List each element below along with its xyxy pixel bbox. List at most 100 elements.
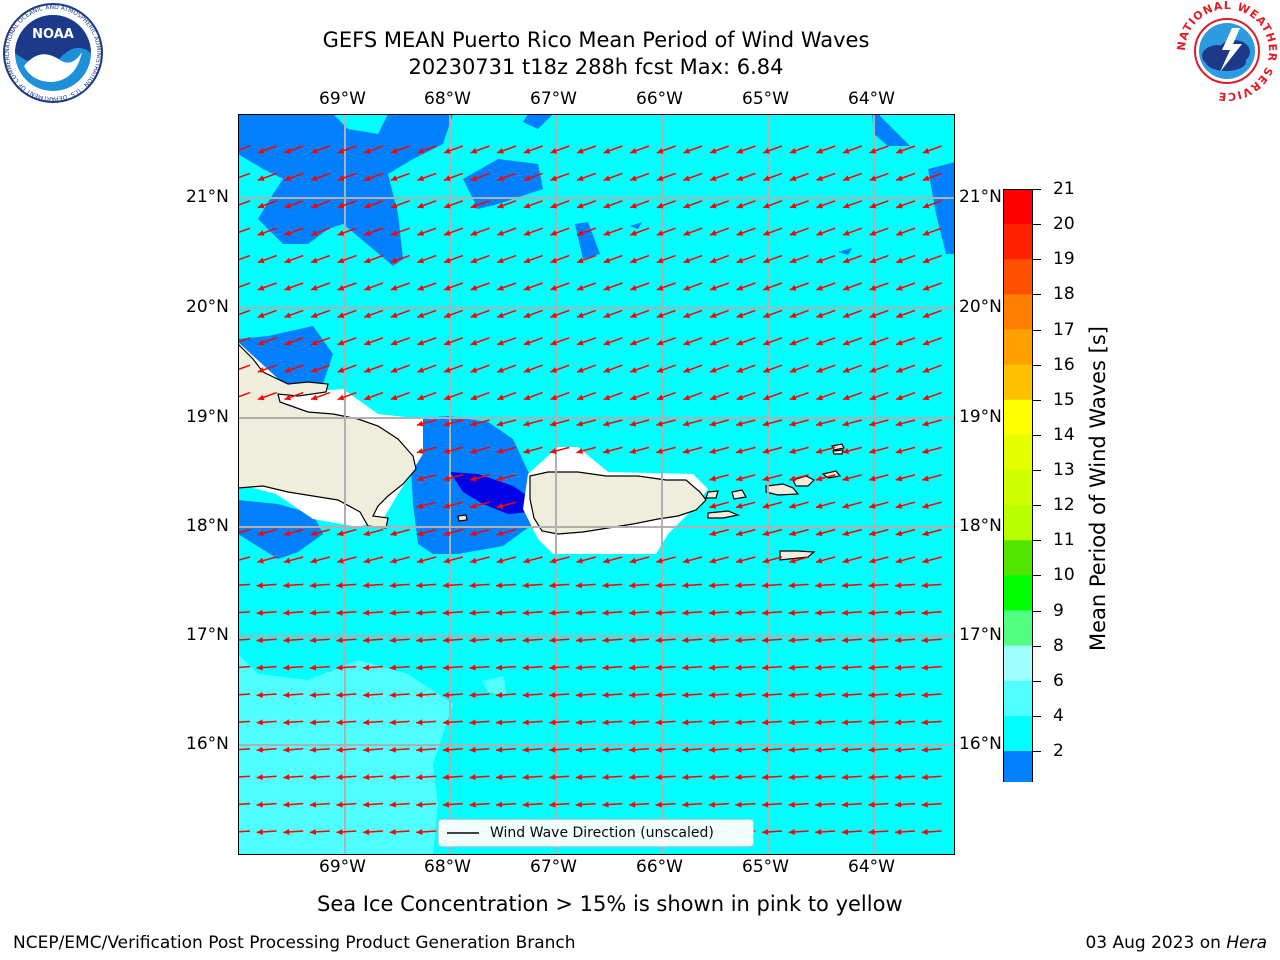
wind-arrow [656,309,676,319]
wind-arrow [390,391,410,401]
wind-arrow [363,227,384,236]
wind-arrow [762,419,783,427]
wind-arrow [788,719,809,726]
wind-arrow [788,801,809,808]
wind-arrow [841,746,862,753]
wind-arrow [469,746,490,753]
wind-arrow [602,691,623,698]
wind-arrow [549,691,570,698]
wind-arrow [789,474,809,482]
wind-arrow [576,337,597,346]
wind-arrow [363,391,384,401]
colorbar-segment [1003,751,1033,787]
nws-logo: NATIONAL WEATHER SERVICE [1175,0,1278,103]
map-plot[interactable] [238,114,955,855]
wind-arrow [656,282,676,291]
wind-arrow [336,528,357,537]
wind-arrow [816,200,836,209]
wind-arrow [257,227,277,236]
wind-arrow [682,419,703,427]
wind-arrow [417,391,437,401]
wind-arrow [868,637,889,644]
wind-arrow [762,282,783,291]
wind-arrow [238,556,251,561]
wind-arrow [735,664,756,671]
wind-arrow [735,582,756,589]
wind-arrow [816,337,836,346]
wind-arrow [416,582,437,589]
wind-arrow [921,828,942,835]
wind-arrow [284,200,304,209]
wind-arrow [390,364,410,373]
wind-arrow [416,774,437,781]
wind-arrow [655,582,676,589]
wind-arrow [443,337,464,346]
wind-arrow [761,801,783,808]
wind-arrow [869,364,889,373]
colorbar-tick [1033,470,1041,471]
wind-arrow [682,691,703,698]
wind-arrow [336,801,357,808]
wind-arrow [922,337,942,346]
wind-arrow [549,419,570,427]
wind-arrow [869,282,889,291]
wind-arrow [629,364,650,373]
wind-arrow [283,746,304,753]
wind-arrow [390,172,410,182]
wind-arrow [284,254,304,264]
wind-arrow [549,774,570,781]
wind-arrow [603,364,623,373]
wind-arrow [869,172,889,182]
wind-arrow [921,801,942,808]
wind-arrow [238,748,251,751]
wind-arrow [310,364,331,373]
wind-arrow [363,364,384,373]
wind-arrow [470,200,490,209]
wind-arrow [841,801,862,808]
wind-arrow [789,556,809,564]
noaa-logo-text: NOAA [32,27,74,42]
wind-arrow [709,501,729,509]
wind-arrow [442,746,463,753]
wind-arrow [603,145,623,154]
wind-arrow [336,746,357,753]
colorbar-tick [1033,189,1041,190]
wind-arrow [922,200,942,209]
wind-arrow [390,227,410,236]
wind-arrow [443,309,464,319]
wind-arrow [336,582,357,589]
wind-arrow [443,254,464,264]
wind-arrow [238,583,251,586]
wind-arrow [417,145,437,154]
wind-arrow [337,227,357,236]
wind-arrow [922,172,942,182]
wind-arrow [469,664,490,671]
wind-arrow [238,611,251,614]
wind-arrow [469,528,490,537]
wind-arrow [894,801,916,808]
wind-arrow [789,501,809,509]
wind-arrow [310,391,331,401]
wind-arrow [735,719,756,726]
wind-arrow [895,337,916,346]
wind-arrow [708,637,729,644]
wind-arrow [523,364,543,373]
legend-line-icon [447,832,479,834]
wind-arrow [815,582,836,589]
wind-arrow [922,227,942,236]
wind-arrow [576,391,597,401]
wind-arrow [389,609,410,616]
wind-arrow [523,172,543,182]
colorbar-segment [1003,505,1033,541]
wind-arrow [655,637,676,644]
wind-arrow [575,719,596,726]
wind-arrow [629,145,650,154]
wind-arrow [921,719,942,726]
wind-arrow [815,474,836,482]
wind-arrow [894,691,916,698]
lat-tick-label: 18°N [186,516,229,536]
noaa-logo: NATIONAL OCEANIC AND ATMOSPHERIC ADMINIS… [0,0,104,104]
wind-arrow [416,664,437,671]
wind-arrow [283,664,304,671]
wind-arrow [789,282,809,291]
